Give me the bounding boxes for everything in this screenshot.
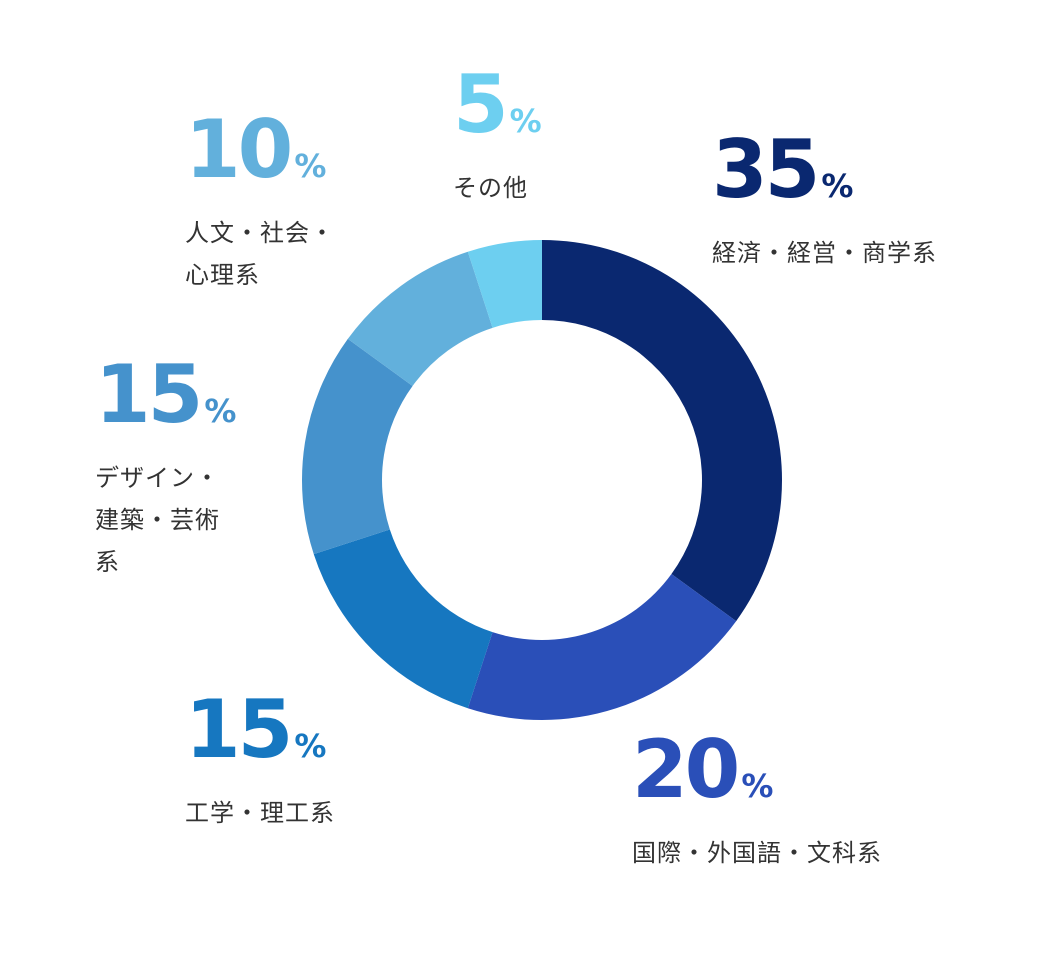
slice-label: 35% 経済・経営・商学系 [712, 130, 937, 274]
value-label: 15 [95, 348, 203, 441]
value-row: 15% [185, 690, 335, 770]
value-row: 20% [632, 730, 882, 810]
category-label: その他 [453, 174, 528, 202]
donut-slice [302, 338, 413, 555]
value-row: 10% [185, 110, 335, 190]
unit-label: % [509, 102, 542, 140]
value-row: 15% [95, 355, 236, 435]
value-row: 35% [712, 130, 937, 210]
value-label: 15 [185, 683, 293, 776]
unit-label: % [294, 727, 327, 765]
value-label: 20 [632, 723, 740, 816]
donut-slice [467, 240, 542, 328]
value-label: 5 [453, 58, 509, 151]
value-label: 10 [185, 103, 293, 196]
category-label: 人文・社会・心理系 [185, 219, 335, 289]
category-label: 経済・経営・商学系 [712, 239, 937, 267]
donut-slice [467, 574, 737, 720]
slice-label: 15% デザイン・建築・芸術系 [95, 355, 236, 583]
unit-label: % [204, 392, 237, 430]
category-label: 工学・理工系 [185, 799, 335, 827]
unit-label: % [741, 767, 774, 805]
donut-slice [313, 529, 493, 709]
value-label: 35 [712, 123, 820, 216]
slice-label: 5% その他 [453, 65, 542, 209]
unit-label: % [821, 167, 854, 205]
category-label: 国際・外国語・文科系 [632, 839, 882, 867]
slice-label: 20% 国際・外国語・文科系 [632, 730, 882, 874]
slice-label: 15% 工学・理工系 [185, 690, 335, 834]
unit-label: % [294, 147, 327, 185]
donut-slice [347, 251, 493, 386]
category-label: デザイン・建築・芸術系 [95, 464, 220, 576]
value-row: 5% [453, 65, 542, 145]
donut-slice [542, 240, 782, 622]
slice-label: 10% 人文・社会・心理系 [185, 110, 335, 296]
